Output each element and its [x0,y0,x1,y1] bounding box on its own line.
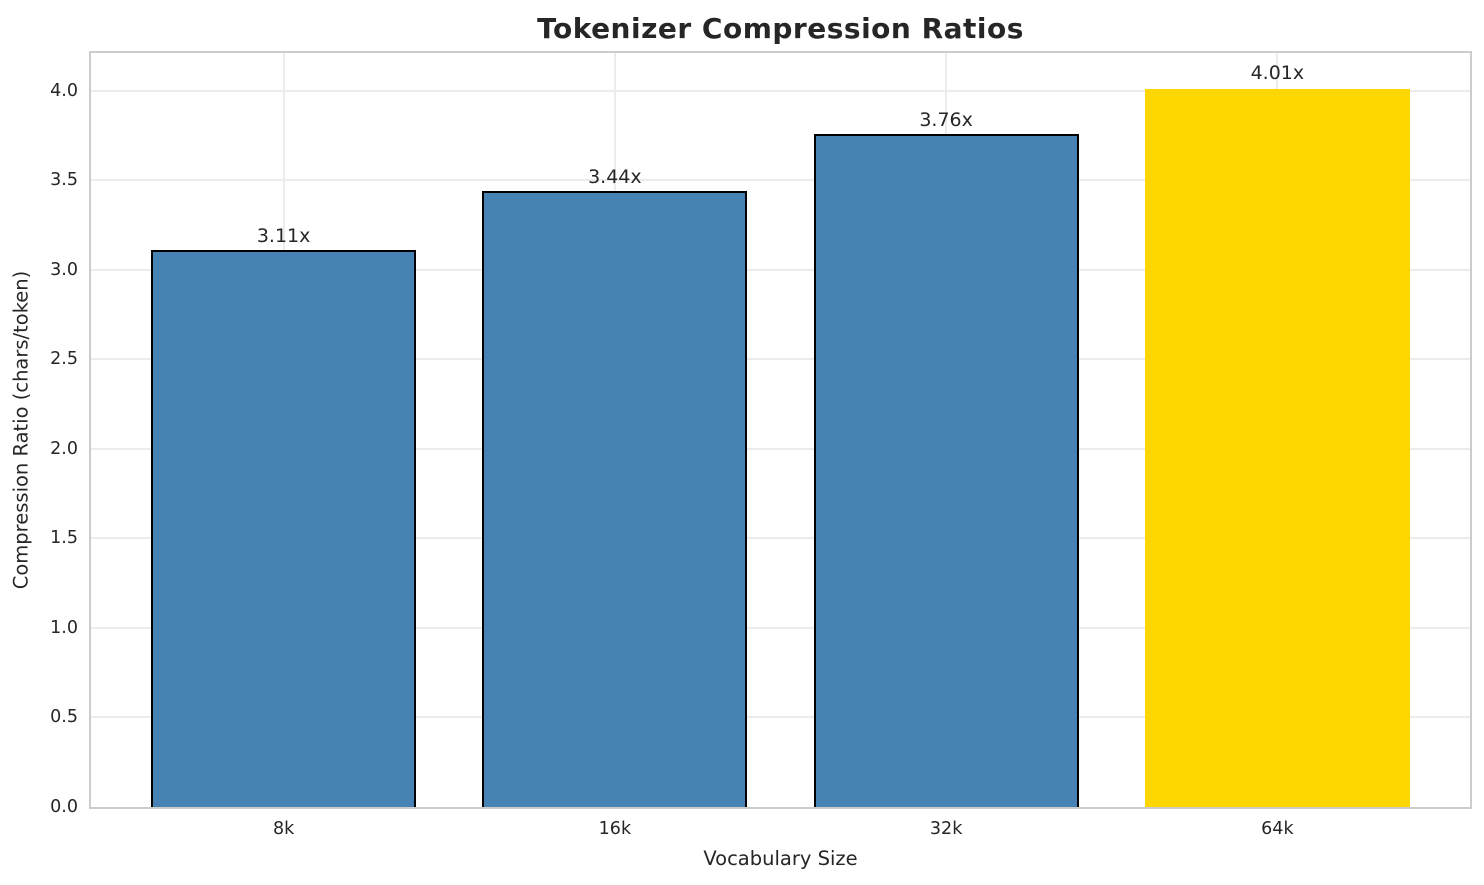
y-tick-label: 1.0 [50,617,78,638]
gridline-horizontal [91,268,1470,271]
x-axis-label: Vocabulary Size [703,847,858,870]
x-tick-labels: 8k 16k 32k 64k [89,819,1472,845]
y-tick-label: 4.0 [50,80,78,101]
bar-value-label: 3.11x [256,225,311,248]
gridline-horizontal [91,537,1470,540]
bar-16k: 3.44x [482,166,748,807]
x-tick-label-16k: 16k [598,819,632,839]
y-tick-label: 3.5 [50,170,78,191]
bar-slot-64k: 4.01x [1112,53,1443,807]
plot-area: 3.11x 3.44x 3.76x 4.01x [89,51,1472,809]
gridline-horizontal [91,716,1470,719]
bar-64k: 4.01x [1144,62,1410,807]
gridline-horizontal [91,179,1470,182]
bar-slot-8k: 3.11x [118,53,449,807]
gridline-horizontal [91,89,1470,92]
chart-title: Tokenizer Compression Ratios [537,12,1024,45]
bar-value-label: 3.44x [588,165,642,188]
x-tick-label-8k: 8k [272,819,295,839]
y-tick-label: 3.0 [50,259,78,280]
bar-32k: 3.76x [813,109,1079,807]
bar-value-label: 3.76x [919,108,973,131]
y-tick-label: 1.5 [50,528,78,549]
bars-layer: 3.11x 3.44x 3.76x 4.01x [91,53,1470,807]
bar-slot-32k: 3.76x [781,53,1112,807]
bar-slot-16k: 3.44x [449,53,780,807]
gridline-horizontal [91,447,1470,450]
y-tick-labels: 0.0 0.5 1.0 1.5 2.0 2.5 3.0 3.5 4.0 [0,51,78,817]
y-tick-label: 2.0 [50,438,78,459]
bar-value-label: 4.01x [1250,61,1305,84]
y-tick-label: 2.5 [50,349,78,370]
x-tick-label-32k: 32k [929,819,963,839]
bar-8k: 3.11x [151,225,417,807]
gridline-horizontal [91,358,1470,361]
y-tick-label: 0.5 [50,707,78,728]
y-tick-label: 0.0 [50,797,78,817]
x-tick-label-64k: 64k [1261,819,1294,839]
gridline-horizontal [91,626,1470,629]
